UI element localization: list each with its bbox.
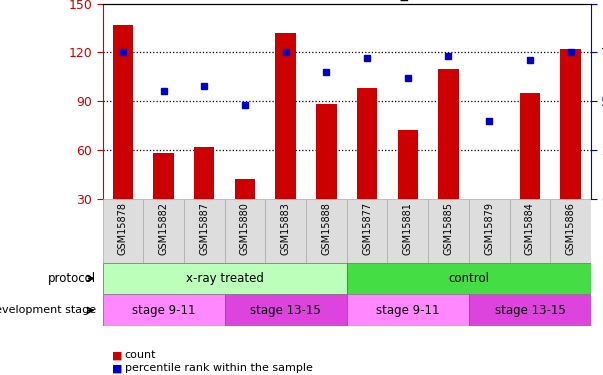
Text: ■: ■ [112, 363, 122, 373]
Text: stage 9-11: stage 9-11 [132, 304, 195, 317]
Bar [153, 153, 174, 199]
Text: GSM15887: GSM15887 [199, 202, 209, 255]
Text: GSM15888: GSM15888 [321, 202, 332, 255]
Text: x-ray treated: x-ray treated [186, 272, 264, 285]
Bar [144, 199, 184, 262]
Bar [357, 88, 377, 199]
Text: GSM15879: GSM15879 [484, 202, 494, 255]
Text: protocol: protocol [48, 272, 96, 285]
Bar [113, 25, 133, 199]
Text: stage 13-15: stage 13-15 [494, 304, 565, 317]
Bar [235, 179, 255, 199]
Bar [103, 262, 347, 294]
Bar [316, 105, 336, 199]
Bar [265, 199, 306, 262]
Text: GSM15886: GSM15886 [566, 202, 576, 255]
Bar [520, 93, 540, 199]
Bar [276, 33, 296, 199]
Bar [347, 262, 591, 294]
Bar [224, 199, 265, 262]
Bar [387, 199, 428, 262]
Text: GSM15883: GSM15883 [280, 202, 291, 255]
Bar [347, 199, 387, 262]
Bar [560, 49, 581, 199]
Text: GSM15880: GSM15880 [240, 202, 250, 255]
Text: GSM15882: GSM15882 [159, 202, 169, 255]
Text: stage 9-11: stage 9-11 [376, 304, 440, 317]
Bar [510, 199, 550, 262]
Bar [397, 130, 418, 199]
Bar [438, 69, 459, 199]
Bar [469, 294, 591, 326]
Text: GSM15884: GSM15884 [525, 202, 535, 255]
Bar [428, 199, 469, 262]
Text: count: count [125, 351, 156, 360]
Bar [306, 199, 347, 262]
Bar [184, 199, 224, 262]
Text: GSM15881: GSM15881 [403, 202, 413, 255]
Title: GDS602 / 152369_at: GDS602 / 152369_at [271, 0, 423, 1]
Bar [347, 294, 469, 326]
Bar [194, 147, 215, 199]
Bar [103, 294, 224, 326]
Bar [224, 294, 347, 326]
Text: ■: ■ [112, 351, 122, 360]
Text: GSM15885: GSM15885 [443, 202, 453, 255]
Bar [103, 199, 144, 262]
Text: stage 13-15: stage 13-15 [250, 304, 321, 317]
Bar [550, 199, 591, 262]
Text: control: control [449, 272, 489, 285]
Text: development stage: development stage [0, 305, 96, 315]
Text: percentile rank within the sample: percentile rank within the sample [125, 363, 313, 373]
Bar [469, 199, 510, 262]
Text: GSM15877: GSM15877 [362, 202, 372, 255]
Text: GSM15878: GSM15878 [118, 202, 128, 255]
